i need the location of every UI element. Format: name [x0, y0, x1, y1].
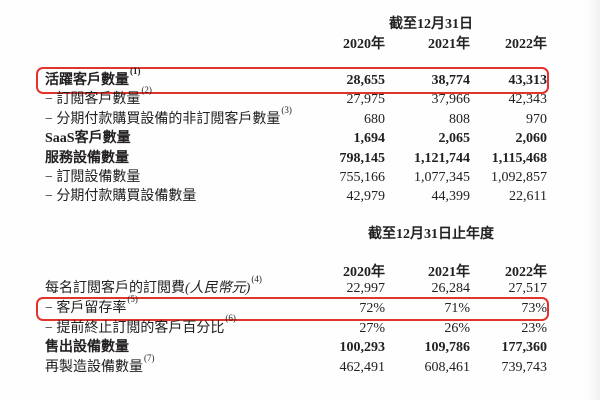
year-column-header: 2020年: [343, 37, 385, 52]
value-cell: 22,611: [509, 189, 547, 205]
value-cell: 177,360: [501, 340, 548, 356]
value-cell: 42,979: [346, 189, 386, 205]
value-cell: 26,284: [431, 281, 471, 296]
table-row: 售出設備數量 100,293 109,786 177,360: [45, 338, 547, 358]
table-subscription-metrics: 每名訂閲客戶的訂閲費(人民幣元)(4) 22,997 26,284 27,517− 客…: [36, 273, 549, 378]
table-row: 活躍客戶數量(1) 28,655 38,774 43,313: [36, 65, 549, 95]
table-row: SaaS客戶數量 1,694 2,065 2,060: [45, 129, 547, 148]
value-cell: 1,694: [353, 131, 386, 147]
value-cell: 23%: [521, 320, 547, 336]
row-label: 售出設備數量: [45, 340, 129, 356]
footnote-marker: (2): [141, 85, 152, 96]
year-column-header: 2020年: [343, 265, 385, 281]
year-headers-second-table: 2020年 2021年 2022年: [45, 263, 547, 282]
value-cell: 72%: [359, 300, 385, 316]
row-label: 每名訂閲客戶的訂閲費(人民幣元)(4): [45, 273, 262, 296]
value-cell: 1,121,744: [414, 150, 470, 166]
value-cell: 462,491: [339, 360, 386, 375]
value-cell: 27,975: [346, 92, 386, 108]
value-cell: 1,092,857: [491, 169, 547, 185]
year-column-header: 2021年: [428, 265, 470, 281]
value-cell: 109,786: [424, 340, 471, 356]
value-cell: 1,077,345: [414, 169, 470, 185]
footnote-marker: (4): [251, 273, 262, 284]
row-label: SaaS客戶數量: [45, 131, 131, 147]
table-row: 服務設備數量 798,145 1,121,744 1,115,468: [45, 149, 547, 168]
value-cell: 22,997: [346, 281, 386, 296]
value-cell: 42,343: [508, 92, 548, 108]
table-row: − 分期付款購買設備的非訂閲客戶數量(3) 680 808 970: [45, 104, 547, 129]
year-column-header: 2022年: [505, 265, 547, 281]
row-label-italic-part: (人民幣元): [185, 281, 251, 296]
value-cell: 27%: [359, 320, 385, 336]
table-row: − 訂閲客戶數量(2) 27,975 37,966 42,343: [45, 85, 548, 109]
value-cell: 2,060: [515, 131, 548, 147]
value-cell: 28,655: [346, 73, 386, 88]
year-column-header: 2021年: [428, 37, 470, 52]
value-cell: 1,115,468: [491, 150, 547, 166]
period-header-second-table: 截至12月31日止年度: [368, 227, 494, 242]
value-cell: 37,966: [431, 92, 471, 108]
value-cell: 808: [449, 111, 470, 127]
value-cell: 38,774: [431, 73, 471, 88]
value-cell: 798,145: [339, 150, 386, 166]
table-row: − 客戶留存率(5) 72% 71% 73%: [36, 293, 549, 321]
value-cell: 44,399: [431, 189, 471, 205]
row-label: − 分期付款購買設備數量: [45, 189, 197, 205]
value-cell: 71%: [444, 300, 470, 316]
table-customer-device-counts: 活躍客戶數量(1) 28,655 38,774 43,313 − 訂閲客戶數量(2) 27…: [36, 65, 549, 207]
table-row: − 分期付款購買設備數量 42,979 44,399 22,611: [45, 187, 547, 206]
period-header-first-table: 截至12月31日: [389, 17, 473, 32]
value-cell: 755,166: [339, 169, 386, 185]
table-row: 每名訂閲客戶的訂閲費(人民幣元)(4) 22,997 26,284 27,517: [45, 273, 548, 299]
row-label: − 分期付款購買設備的非訂閲客戶數量(3): [45, 104, 292, 127]
value-cell: 26%: [444, 320, 470, 336]
footnote-marker: (5): [127, 293, 138, 304]
row-label: 服務設備數量: [45, 150, 129, 166]
value-cell: 680: [364, 111, 385, 127]
value-cell: 100,293: [339, 340, 386, 356]
value-cell: 970: [526, 111, 547, 127]
table-row: − 訂閲設備數量 755,166 1,077,345 1,092,857: [45, 168, 547, 187]
value-cell: 2,065: [438, 131, 471, 147]
footnote-marker: (1): [130, 65, 141, 76]
row-label: 再製造設備數量(7): [45, 352, 155, 375]
row-label: 活躍客戶數量(1): [45, 65, 141, 88]
row-label: − 提前終止訂閲的客戶百分比(6): [45, 313, 236, 336]
value-cell: 27,517: [508, 281, 548, 296]
row-label: − 客戶留存率(5): [45, 293, 138, 316]
table-row: − 提前終止訂閲的客戶百分比(6) 27% 26% 23%: [45, 313, 547, 339]
value-cell: 73%: [521, 300, 547, 316]
value-cell: 608,461: [424, 360, 471, 375]
footnote-marker: (6): [225, 313, 236, 324]
footnote-marker: (7): [144, 352, 155, 363]
year-headers-first-table: 2020年 2021年 2022年: [45, 35, 547, 54]
value-cell: 43,313: [508, 73, 548, 88]
scan-edge-shading: [586, 0, 600, 400]
footnote-marker: (3): [281, 104, 292, 115]
row-label: − 訂閲客戶數量(2): [45, 85, 152, 108]
value-cell: 739,743: [501, 360, 548, 375]
year-column-header: 2022年: [505, 37, 547, 52]
table-row: 再製造設備數量(7) 462,491 608,461 739,743: [45, 352, 548, 378]
row-label: − 訂閲設備數量: [45, 169, 141, 185]
